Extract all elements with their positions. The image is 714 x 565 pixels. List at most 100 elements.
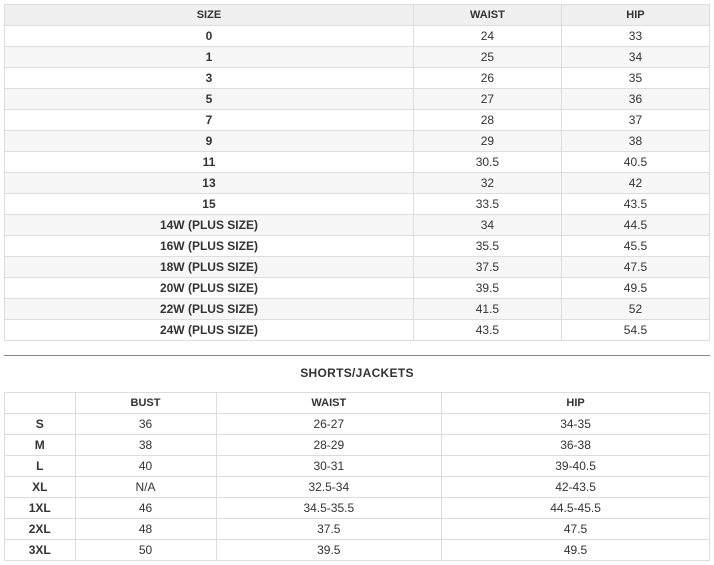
cell-hip: 42-43.5: [442, 477, 710, 498]
header-blank: [5, 393, 76, 414]
cell-waist: 26: [413, 68, 561, 89]
cell-waist: 34: [413, 215, 561, 236]
header-size: SIZE: [5, 5, 414, 26]
cell-size: 3: [5, 68, 414, 89]
size-table-header-row: SIZE WAIST HIP: [5, 5, 710, 26]
cell-hip: 44.5-45.5: [442, 498, 710, 519]
cell-hip: 49.5: [442, 540, 710, 561]
cell-waist: 30-31: [216, 456, 442, 477]
cell-bust: 48: [75, 519, 216, 540]
cell-waist: 39.5: [413, 278, 561, 299]
cell-hip: 47.5: [561, 257, 709, 278]
cell-waist: 37.5: [216, 519, 442, 540]
cell-hip: 42: [561, 173, 709, 194]
cell-waist: 28: [413, 110, 561, 131]
cell-size: 5: [5, 89, 414, 110]
table-row: 20W (PLUS SIZE)39.549.5: [5, 278, 710, 299]
cell-waist: 41.5: [413, 299, 561, 320]
cell-hip: 36-38: [442, 435, 710, 456]
cell-waist: 26-27: [216, 414, 442, 435]
table-row: 22W (PLUS SIZE)41.552: [5, 299, 710, 320]
cell-size: L: [5, 456, 76, 477]
table-row: XLN/A32.5-3442-43.5: [5, 477, 710, 498]
cell-size: 9: [5, 131, 414, 152]
cell-waist: 30.5: [413, 152, 561, 173]
table-row: 18W (PLUS SIZE)37.547.5: [5, 257, 710, 278]
table-row: 1130.540.5: [5, 152, 710, 173]
cell-hip: 37: [561, 110, 709, 131]
cell-size: 15: [5, 194, 414, 215]
cell-hip: 40.5: [561, 152, 709, 173]
cell-hip: 52: [561, 299, 709, 320]
section-divider: [4, 355, 710, 356]
cell-bust: 46: [75, 498, 216, 519]
cell-bust: 38: [75, 435, 216, 456]
cell-hip: 43.5: [561, 194, 709, 215]
header-bust: BUST: [75, 393, 216, 414]
cell-size: M: [5, 435, 76, 456]
cell-hip: 44.5: [561, 215, 709, 236]
table-row: 133242: [5, 173, 710, 194]
shorts-jackets-title: SHORTS/JACKETS: [4, 366, 710, 380]
cell-hip: 49.5: [561, 278, 709, 299]
cell-size: 24W (PLUS SIZE): [5, 320, 414, 341]
table-row: 16W (PLUS SIZE)35.545.5: [5, 236, 710, 257]
table-row: 14W (PLUS SIZE)3444.5: [5, 215, 710, 236]
table-row: L4030-3139-40.5: [5, 456, 710, 477]
cell-size: S: [5, 414, 76, 435]
cell-size: 0: [5, 26, 414, 47]
cell-bust: 36: [75, 414, 216, 435]
cell-bust: 50: [75, 540, 216, 561]
header-hip2: HIP: [442, 393, 710, 414]
cell-size: XL: [5, 477, 76, 498]
cell-waist: 24: [413, 26, 561, 47]
cell-hip: 47.5: [442, 519, 710, 540]
table-row: 1533.543.5: [5, 194, 710, 215]
cell-waist: 32: [413, 173, 561, 194]
table-row: 12534: [5, 47, 710, 68]
cell-waist: 25: [413, 47, 561, 68]
cell-size: 13: [5, 173, 414, 194]
size-table-body: 0243312534326355273672837929381130.540.5…: [5, 26, 710, 341]
cell-waist: 32.5-34: [216, 477, 442, 498]
shorts-jackets-body: S3626-2734-35M3828-2936-38L4030-3139-40.…: [5, 414, 710, 561]
cell-size: 11: [5, 152, 414, 173]
cell-size: 1: [5, 47, 414, 68]
header-waist2: WAIST: [216, 393, 442, 414]
table-row: 2XL4837.547.5: [5, 519, 710, 540]
cell-size: 1XL: [5, 498, 76, 519]
size-table: SIZE WAIST HIP 0243312534326355273672837…: [4, 4, 710, 341]
table-row: 92938: [5, 131, 710, 152]
cell-hip: 45.5: [561, 236, 709, 257]
cell-waist: 37.5: [413, 257, 561, 278]
cell-waist: 39.5: [216, 540, 442, 561]
shorts-jackets-table: BUST WAIST HIP S3626-2734-35M3828-2936-3…: [4, 392, 710, 561]
cell-waist: 34.5-35.5: [216, 498, 442, 519]
table-row: 24W (PLUS SIZE)43.554.5: [5, 320, 710, 341]
cell-hip: 38: [561, 131, 709, 152]
cell-hip: 39-40.5: [442, 456, 710, 477]
header-hip: HIP: [561, 5, 709, 26]
cell-size: 2XL: [5, 519, 76, 540]
cell-size: 14W (PLUS SIZE): [5, 215, 414, 236]
cell-hip: 54.5: [561, 320, 709, 341]
table-row: 3XL5039.549.5: [5, 540, 710, 561]
cell-waist: 43.5: [413, 320, 561, 341]
table-row: 02433: [5, 26, 710, 47]
cell-bust: 40: [75, 456, 216, 477]
cell-hip: 35: [561, 68, 709, 89]
table-row: 32635: [5, 68, 710, 89]
cell-size: 18W (PLUS SIZE): [5, 257, 414, 278]
header-waist: WAIST: [413, 5, 561, 26]
cell-hip: 34-35: [442, 414, 710, 435]
cell-hip: 33: [561, 26, 709, 47]
cell-size: 3XL: [5, 540, 76, 561]
cell-bust: N/A: [75, 477, 216, 498]
table-row: M3828-2936-38: [5, 435, 710, 456]
table-row: 72837: [5, 110, 710, 131]
table-row: 52736: [5, 89, 710, 110]
cell-waist: 27: [413, 89, 561, 110]
cell-size: 20W (PLUS SIZE): [5, 278, 414, 299]
cell-size: 16W (PLUS SIZE): [5, 236, 414, 257]
cell-waist: 28-29: [216, 435, 442, 456]
